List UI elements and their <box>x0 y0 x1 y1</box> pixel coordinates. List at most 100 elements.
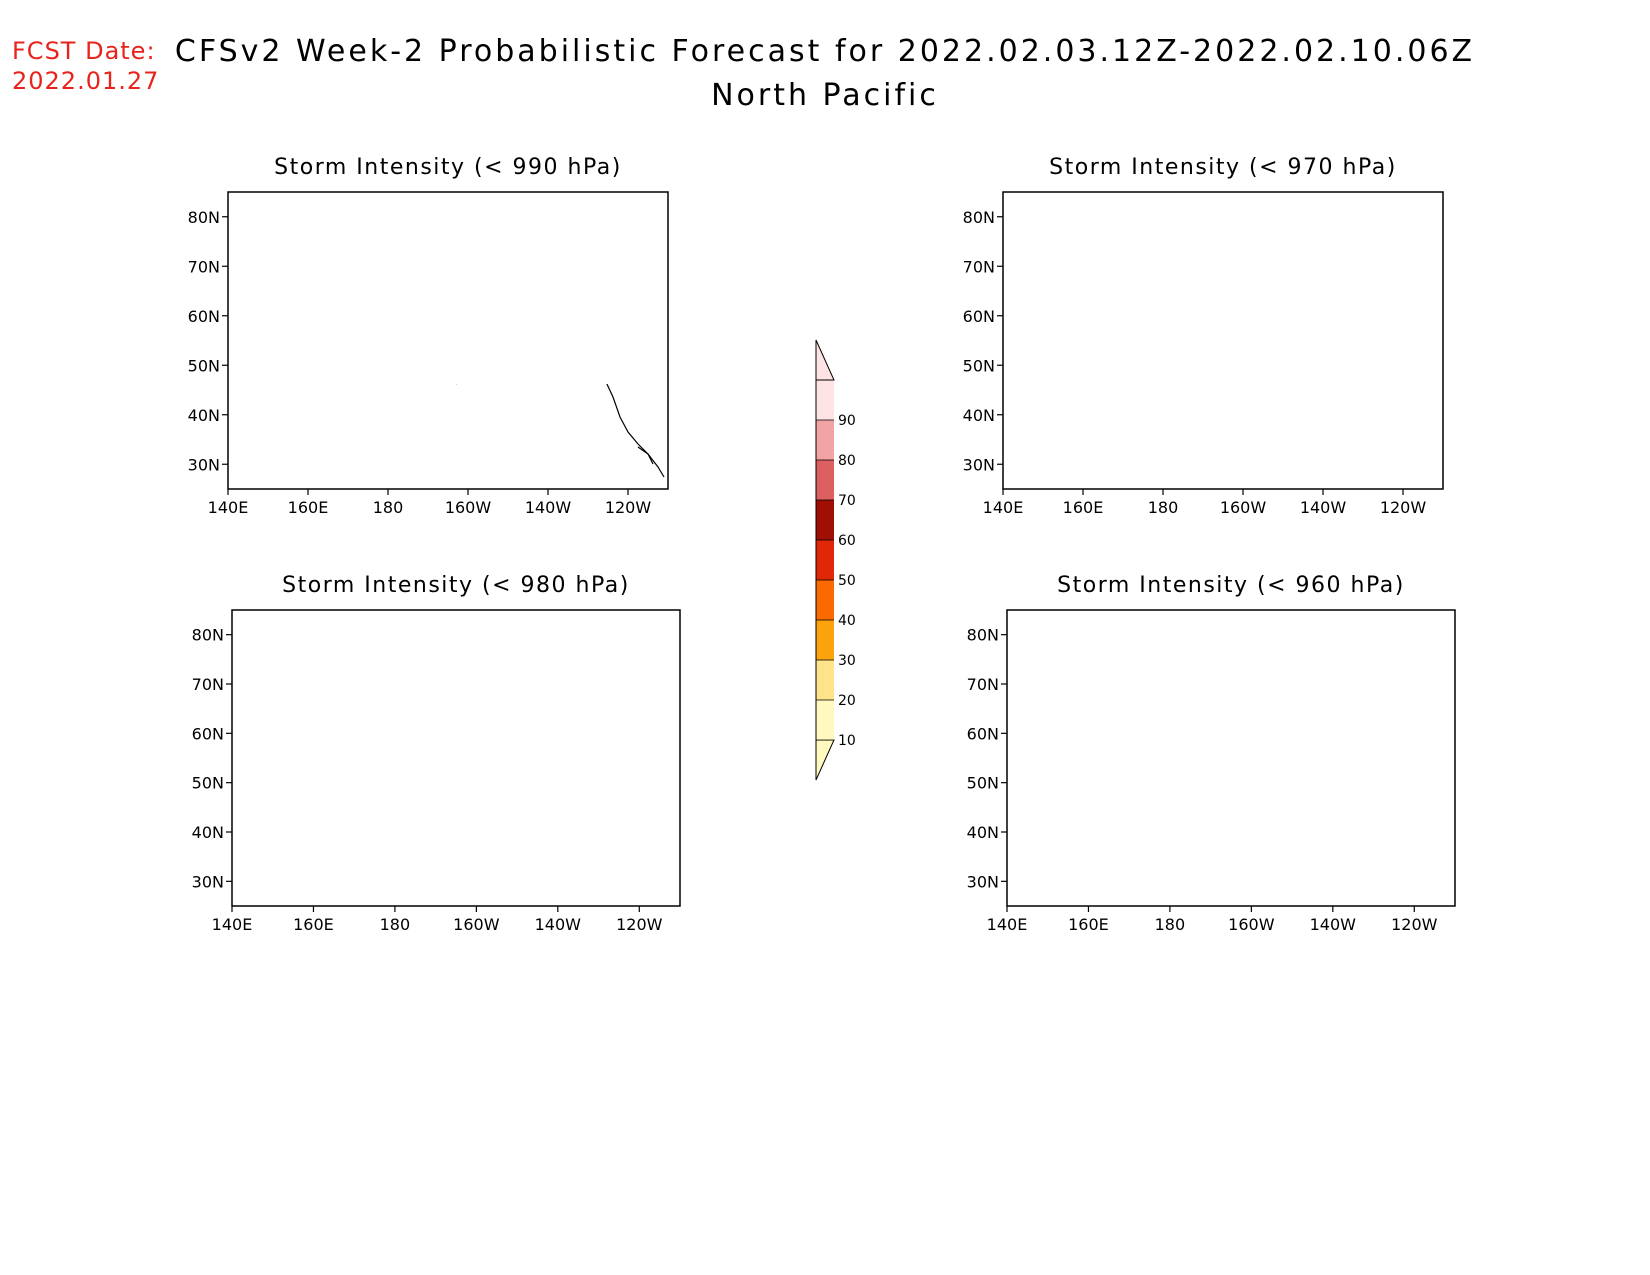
lon-label: 160W <box>1228 915 1275 934</box>
colorbar-swatch <box>816 700 834 740</box>
lat-label: 50N <box>188 356 220 375</box>
lat-label: 40N <box>963 406 995 425</box>
colorbar-label: 30 <box>838 653 856 669</box>
probability-patch <box>1231 308 1255 336</box>
colorbar-label: 10 <box>838 733 856 749</box>
colorbar-label: 90 <box>838 413 856 429</box>
colorbar-swatch <box>816 380 834 420</box>
colorbar-swatch <box>816 580 834 620</box>
lat-label: 70N <box>188 257 220 276</box>
map-frame <box>231 609 681 907</box>
lon-label: 140E <box>212 915 253 934</box>
lon-label: 160W <box>453 915 500 934</box>
probability-patch <box>487 725 589 795</box>
probability-patch <box>1233 345 1283 369</box>
lat-label: 50N <box>967 774 999 793</box>
probability-patch <box>303 332 413 392</box>
colorbar-swatch <box>816 420 834 460</box>
probability-patch <box>293 405 343 429</box>
panel-title: Storm Intensity (< 980 hPa) <box>282 573 630 598</box>
map-panel-p970: Storm Intensity (< 970 hPa) 30N 40N 50N 60N 7… <box>963 155 1444 517</box>
probability-patch <box>303 740 446 830</box>
colorbar-swatch <box>816 620 834 660</box>
probability-patch <box>1193 349 1243 385</box>
probability-patch <box>580 712 596 748</box>
lat-label: 30N <box>192 872 224 891</box>
colorbar-swatch <box>816 660 834 700</box>
colorbar-label: 50 <box>838 573 856 589</box>
probability-patch <box>425 730 568 810</box>
probability-patch <box>1123 759 1160 775</box>
colorbar-label: 40 <box>838 613 856 629</box>
probability-patch <box>468 297 588 377</box>
lat-label: 80N <box>192 626 224 645</box>
probability-patch <box>1205 359 1221 375</box>
lat-label: 60N <box>967 724 999 743</box>
probability-patch <box>548 745 568 765</box>
colorbar-tip-low <box>815 739 835 781</box>
lon-label: 180 <box>380 915 411 934</box>
coastline <box>232 640 680 894</box>
probability-patch <box>380 809 451 849</box>
lat-label: 30N <box>967 872 999 891</box>
probability-patch <box>1073 339 1153 375</box>
probability-patch <box>456 384 458 385</box>
probability-patch <box>418 287 558 377</box>
map-frame <box>1006 609 1456 907</box>
panel-title: Storm Intensity (< 990 hPa) <box>274 155 622 180</box>
lon-label: 140E <box>983 498 1024 517</box>
probability-patch <box>329 779 370 809</box>
map-frame <box>1002 191 1444 490</box>
probability-patch <box>532 710 583 750</box>
probability-patch <box>1265 332 1285 348</box>
forecast-date-block: FCST Date: 2022.01.27 <box>12 36 159 96</box>
map-panel-p980: Storm Intensity (< 980 hPa) 30N 40N 50N 60N 7… <box>192 573 681 934</box>
map-panel-p990: Storm Intensity (< 990 hPa) 30N 40N 50N 60N 7… <box>188 155 669 517</box>
lon-label: 120W <box>1380 498 1427 517</box>
probability-patch <box>1260 377 1276 387</box>
lon-label: 160W <box>445 498 492 517</box>
probability-patch <box>425 745 486 795</box>
coastline <box>1003 222 1443 477</box>
probability-patch <box>303 389 383 425</box>
forecast-date-value: 2022.01.27 <box>12 67 160 95</box>
probability-patch <box>463 312 503 372</box>
lon-label: 140W <box>535 915 582 934</box>
coastline <box>456 384 669 478</box>
lon-label: 160E <box>1063 498 1104 517</box>
lat-label: 60N <box>963 307 995 326</box>
probability-patch <box>1130 364 1146 384</box>
panel-title: Storm Intensity (< 970 hPa) <box>1049 155 1397 180</box>
probability-patch <box>636 304 660 320</box>
lon-label: 180 <box>1155 915 1186 934</box>
probability-patch <box>298 277 418 357</box>
probability-patch <box>558 295 588 319</box>
lat-label: 60N <box>188 307 220 326</box>
probability-patch <box>413 307 503 377</box>
forecast-date-label: FCST Date: <box>12 37 156 65</box>
lat-label: 80N <box>188 208 220 227</box>
probability-patch <box>513 282 603 342</box>
lat-label: 30N <box>188 455 220 474</box>
lon-label: 180 <box>1148 498 1179 517</box>
probability-patch <box>1093 329 1153 365</box>
lat-label: 80N <box>967 626 999 645</box>
lat-label: 50N <box>192 774 224 793</box>
lon-label: 140W <box>1300 498 1347 517</box>
colorbar: 10 20 30 40 50 60 70 80 90 <box>815 339 856 781</box>
probability-patch <box>438 287 478 327</box>
probability-patch <box>288 332 348 372</box>
probability-patch <box>313 767 374 811</box>
map-frame <box>227 191 669 490</box>
lat-label: 40N <box>967 823 999 842</box>
lat-label: 30N <box>963 455 995 474</box>
lon-label: 120W <box>616 915 663 934</box>
colorbar-swatch <box>816 460 834 500</box>
probability-patch <box>1158 392 1208 412</box>
lon-label: 160E <box>1068 915 1109 934</box>
lon-label: 140W <box>1310 915 1357 934</box>
lon-label: 120W <box>605 498 652 517</box>
probability-patch <box>436 766 477 802</box>
lon-label: 160E <box>293 915 334 934</box>
colorbar-swatch <box>816 500 834 540</box>
